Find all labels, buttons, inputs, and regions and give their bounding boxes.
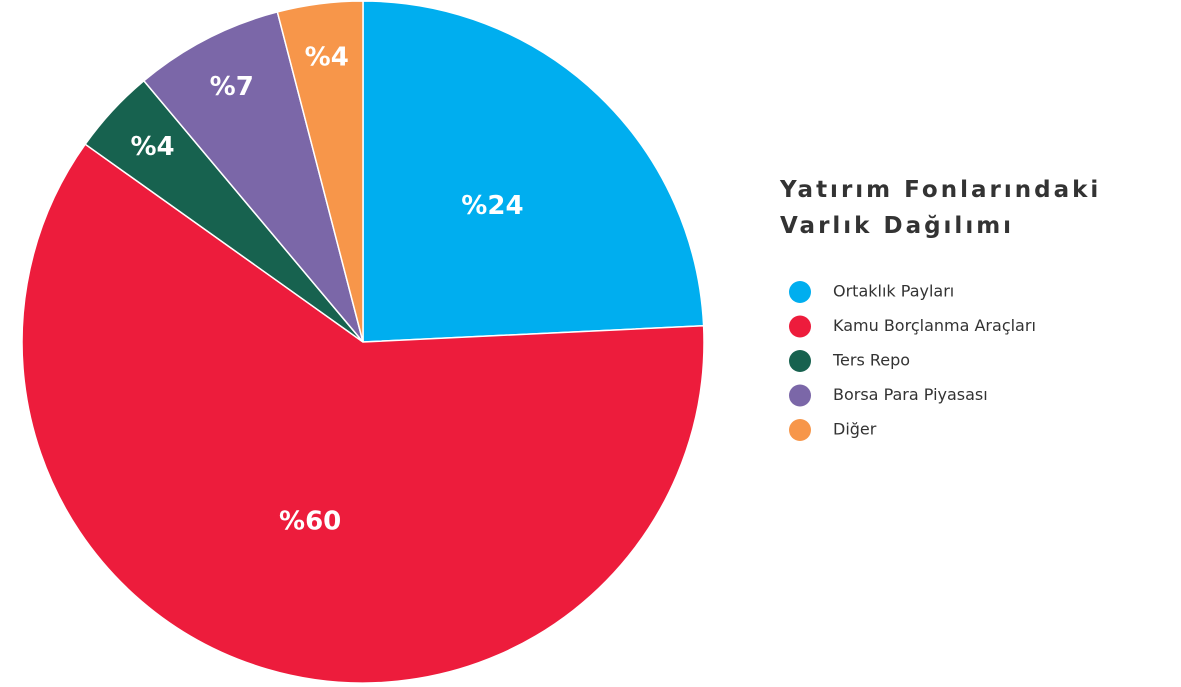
legend-swatch [789, 281, 811, 303]
legend-label: Diğer [833, 420, 877, 439]
legend-swatch [789, 384, 811, 407]
value-label: %24 [461, 191, 523, 221]
legend-swatch [789, 315, 811, 338]
value-label: %4 [131, 132, 175, 162]
pie-slice [276, 0, 364, 343]
legend-label: Borsa Para Piyasası [833, 385, 988, 404]
legend-label: Kamu Borçlanma Araçları [833, 316, 1036, 335]
legend-swatch [789, 350, 811, 372]
legend-swatch [789, 419, 811, 441]
legend-label: Ortaklık Payları [833, 282, 954, 301]
pie-slice [142, 11, 364, 343]
pie-slice [21, 143, 705, 684]
chart-title: Yatırım Fonlarındaki Varlık Dağılımı [780, 177, 1102, 239]
value-label: %7 [210, 72, 254, 102]
legend-label: Ters Repo [832, 351, 910, 370]
pie-slice [362, 0, 705, 343]
value-label: %4 [305, 42, 349, 72]
value-label: %60 [279, 506, 341, 536]
